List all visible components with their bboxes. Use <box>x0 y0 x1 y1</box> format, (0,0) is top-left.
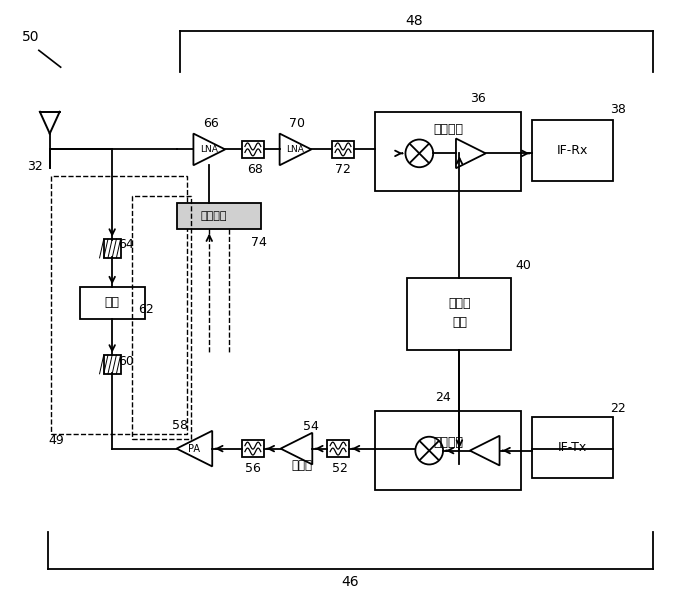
Circle shape <box>406 139 433 167</box>
Text: LNA: LNA <box>286 145 304 154</box>
Bar <box>375 411 522 490</box>
Bar <box>532 119 613 181</box>
Text: 上变频器: 上变频器 <box>433 436 463 449</box>
Text: 匹配: 匹配 <box>105 296 119 310</box>
Text: 49: 49 <box>49 434 65 447</box>
Text: 60: 60 <box>118 355 134 368</box>
Text: 56: 56 <box>245 462 261 475</box>
Text: 72: 72 <box>335 163 351 176</box>
Text: 48: 48 <box>406 14 423 28</box>
Bar <box>242 440 264 457</box>
Text: 38: 38 <box>611 103 627 116</box>
Text: 36: 36 <box>470 92 486 106</box>
Bar <box>132 196 191 439</box>
Text: 驱动器: 驱动器 <box>291 459 312 472</box>
Polygon shape <box>281 433 313 464</box>
Bar <box>242 141 264 158</box>
Bar <box>104 355 121 374</box>
Text: 50: 50 <box>22 31 40 44</box>
Text: 66: 66 <box>204 117 219 130</box>
Bar <box>177 203 262 229</box>
Bar <box>332 141 354 158</box>
Bar <box>407 278 511 350</box>
Bar <box>532 417 613 478</box>
Polygon shape <box>470 436 500 466</box>
Text: 下变频器: 下变频器 <box>433 123 463 136</box>
Text: PA: PA <box>188 443 200 454</box>
Text: 70: 70 <box>289 117 306 130</box>
Polygon shape <box>456 139 486 168</box>
Polygon shape <box>279 134 311 165</box>
Bar <box>81 287 145 319</box>
Text: 74: 74 <box>251 236 267 249</box>
Text: 52: 52 <box>332 462 348 475</box>
Text: LNA: LNA <box>200 145 218 154</box>
Text: 32: 32 <box>27 160 43 173</box>
Text: 62: 62 <box>138 304 154 316</box>
Text: 64: 64 <box>118 238 134 251</box>
Bar <box>51 176 188 434</box>
Text: IF-Tx: IF-Tx <box>558 441 587 454</box>
Circle shape <box>415 437 443 464</box>
Text: 68: 68 <box>247 163 263 176</box>
Text: 24: 24 <box>435 391 451 404</box>
Bar <box>327 440 349 457</box>
Polygon shape <box>193 134 225 165</box>
Text: 本地: 本地 <box>452 316 467 329</box>
Text: 58: 58 <box>172 419 188 433</box>
Text: 22: 22 <box>611 403 627 415</box>
Polygon shape <box>177 431 213 466</box>
Text: 54: 54 <box>304 421 319 433</box>
Text: 40: 40 <box>515 259 531 272</box>
Text: 振荡器: 振荡器 <box>448 296 471 310</box>
Text: 偏置控制: 偏置控制 <box>201 211 228 221</box>
Bar <box>375 112 522 191</box>
Text: 46: 46 <box>341 575 359 589</box>
Bar <box>104 239 121 258</box>
Text: IF-Rx: IF-Rx <box>558 144 589 157</box>
